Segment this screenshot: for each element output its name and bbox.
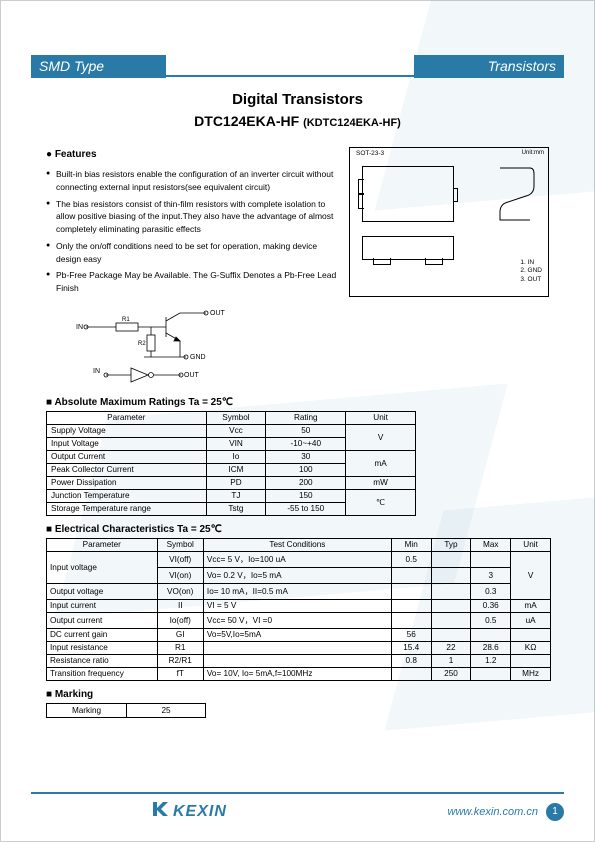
header-left: SMD Type xyxy=(31,55,166,78)
package-outline: SOT-23-3 Unit:mm 1. IN 2. GND 3. OUT xyxy=(349,147,549,297)
pin-legend: 1. IN 2. GND 3. OUT xyxy=(520,259,542,284)
svg-text:OUT: OUT xyxy=(210,310,226,317)
table-header: Unit xyxy=(346,411,416,424)
table-header: Typ xyxy=(431,538,471,551)
package-type-label: SOT-23-3 xyxy=(356,150,384,157)
header-divider xyxy=(166,55,414,77)
table-row: Input current II VI = 5 V 0.36 mA xyxy=(47,599,551,612)
package-unit: Unit:mm xyxy=(522,150,544,156)
table-header: Symbol xyxy=(206,411,266,424)
page-footer: KEXIN www.kexin.com.cn 1 xyxy=(31,792,564,823)
feature-item: Pb-Free Package May be Available. The G-… xyxy=(46,269,339,295)
table-row: DC current gain GI Vo=5V,Io=5mA 56 xyxy=(47,628,551,641)
table-row: Transition frequency fT Vo= 10V, Io= 5mA… xyxy=(47,667,551,680)
table-row: Output current Io(off) Vcc= 50 V，VI =0 0… xyxy=(47,612,551,628)
table-header: Rating xyxy=(266,411,346,424)
feature-item: Only the on/off conditions need to be se… xyxy=(46,240,339,266)
table-header: Min xyxy=(391,538,431,551)
svg-text:R2: R2 xyxy=(138,341,146,347)
marking-value: 25 xyxy=(127,703,206,717)
features-block: ● Features Built-in bias resistors enabl… xyxy=(46,147,339,389)
package-side-shape xyxy=(492,166,538,222)
footer-url: www.kexin.com.cn xyxy=(448,806,538,818)
page-number: 1 xyxy=(546,803,564,821)
part-main: DTC124EKA-HF xyxy=(194,113,299,129)
page-title: Digital Transistors xyxy=(46,91,549,108)
package-top-view xyxy=(362,166,454,222)
equivalent-circuit-diagram: IN OUT GND R1 R2 IN OUT xyxy=(76,305,276,385)
marking-label: Marking xyxy=(47,703,127,717)
header-right: Transistors xyxy=(414,55,564,78)
section-heading-elec: Electrical Characteristics Ta = 25℃ xyxy=(46,524,549,535)
feature-item: Built-in bias resistors enable the confi… xyxy=(46,168,339,194)
table-row: Resistance ratio R2/R1 0.8 1 1.2 xyxy=(47,654,551,667)
table-row: Power Dissipation PD 200 mW xyxy=(47,476,416,489)
table-row: Output Current Io 30 mA xyxy=(47,450,416,463)
part-number: DTC124EKA-HF (KDTC124EKA-HF) xyxy=(46,113,549,129)
svg-text:IN: IN xyxy=(93,368,100,375)
kexin-logo-icon xyxy=(151,800,173,823)
svg-text:IN: IN xyxy=(76,324,83,331)
table-header: Test Conditions xyxy=(203,538,391,551)
table-row: Junction Temperature TJ 150 ℃ xyxy=(47,489,416,502)
package-front-view xyxy=(362,236,454,260)
feature-item: The bias resistors consist of thin-film … xyxy=(46,198,339,236)
part-alt: (KDTC124EKA-HF) xyxy=(303,117,401,129)
brand-name: KEXIN xyxy=(173,803,227,821)
pin-legend-item: 2. GND xyxy=(520,267,542,275)
table-header: Unit xyxy=(511,538,551,551)
table-header: Symbol xyxy=(157,538,203,551)
header-bar: SMD Type Transistors xyxy=(31,55,564,78)
table-header: Parameter xyxy=(47,411,207,424)
table-header: Parameter xyxy=(47,538,158,551)
section-heading-abs-max: Absolute Maximum Ratings Ta = 25℃ xyxy=(46,397,549,408)
section-heading-marking: Marking xyxy=(46,689,549,700)
marking-table: Marking 25 xyxy=(46,703,206,718)
table-row: Supply Voltage Vcc 50 V xyxy=(47,424,416,437)
abs-max-table: Parameter Symbol Rating Unit Supply Volt… xyxy=(46,411,416,516)
pin-legend-item: 3. OUT xyxy=(520,276,542,284)
pin-legend-item: 1. IN xyxy=(520,259,542,267)
svg-text:GND: GND xyxy=(190,354,206,361)
table-row: Input resistance R1 15.4 22 28.6 KΩ xyxy=(47,641,551,654)
table-row: Input voltage VI(off) Vcc= 5 V，Io=100 uA… xyxy=(47,551,551,567)
table-row: Output voltage VO(on) Io= 10 mA，II=0.5 m… xyxy=(47,583,551,599)
electrical-table: Parameter Symbol Test Conditions Min Typ… xyxy=(46,538,551,681)
table-header: Max xyxy=(471,538,511,551)
features-heading: Features xyxy=(55,149,97,160)
svg-text:R1: R1 xyxy=(122,317,130,323)
svg-text:OUT: OUT xyxy=(184,372,200,379)
